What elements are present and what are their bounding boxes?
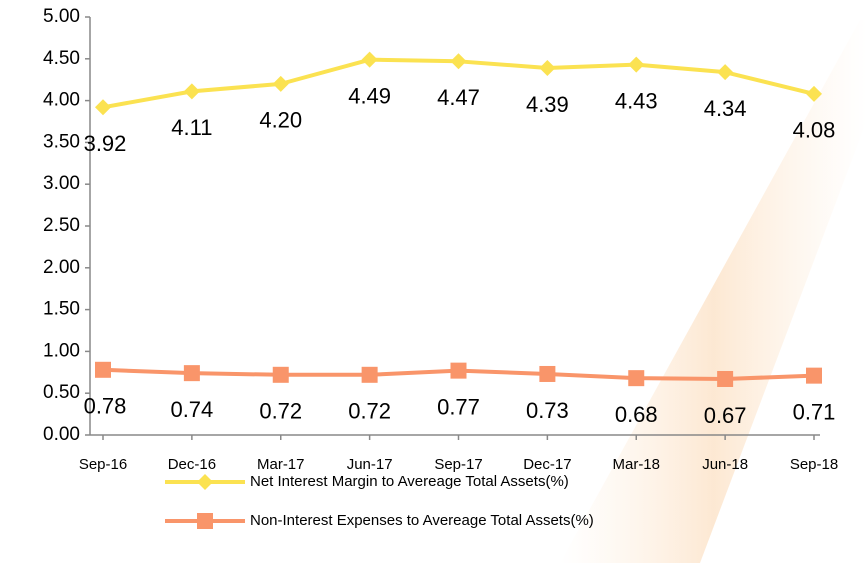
legend-label: Non-Interest Expenses to Avereage Total … (250, 512, 594, 529)
point (806, 85, 822, 102)
point (183, 83, 200, 100)
x-tick-label: Sep-16 (79, 456, 127, 473)
data-label: 0.77 (437, 394, 480, 419)
data-label: 0.78 (84, 394, 127, 419)
y-tick-label: 3.00 (43, 173, 80, 194)
x-tick-label: Jun-18 (702, 456, 748, 473)
data-label: 0.73 (526, 398, 569, 423)
x-tick-label: Sep-18 (790, 456, 838, 473)
y-tick-label: 2.00 (43, 257, 80, 278)
data-label: 0.72 (348, 399, 391, 424)
data-label: 4.08 (793, 118, 836, 143)
point (450, 53, 467, 70)
y-tick-label: 3.50 (43, 131, 80, 152)
point (361, 51, 378, 68)
data-label: 4.20 (259, 108, 302, 133)
point (628, 56, 645, 73)
point (95, 99, 111, 116)
data-label: 4.39 (526, 92, 569, 117)
data-label: 4.34 (704, 96, 747, 121)
point (806, 367, 822, 384)
x-tick-label: Sep-17 (434, 456, 482, 473)
x-tick-label: Mar-17 (257, 456, 305, 473)
x-tick-label: Dec-16 (168, 456, 216, 473)
data-label: 0.71 (793, 399, 836, 424)
data-label: 3.92 (84, 131, 127, 156)
x-tick-label: Mar-18 (612, 456, 660, 473)
data-label: 4.49 (348, 83, 391, 108)
point (539, 59, 556, 76)
data-label: 0.72 (259, 399, 302, 424)
point (272, 75, 289, 92)
y-tick-label: 4.00 (43, 90, 80, 111)
data-label: 0.67 (704, 403, 747, 428)
x-tick-label: Dec-17 (523, 456, 571, 473)
point (450, 362, 467, 379)
y-tick-label: 4.50 (43, 48, 80, 69)
point (628, 370, 645, 387)
legend-label: Net Interest Margin to Avereage Total As… (250, 473, 569, 490)
point (197, 474, 213, 490)
data-label: 4.47 (437, 85, 480, 110)
watermark (560, 20, 867, 563)
data-label: 0.68 (615, 402, 658, 427)
data-label: 4.11 (171, 115, 212, 140)
data-label: 4.43 (615, 88, 658, 113)
data-label: 0.74 (170, 397, 213, 422)
point (197, 513, 213, 529)
y-tick-label: 1.50 (43, 299, 80, 320)
point (95, 361, 111, 378)
y-tick-label: 0.50 (43, 382, 80, 403)
point (717, 64, 734, 81)
point (272, 366, 289, 383)
point (717, 370, 734, 387)
point (361, 366, 378, 383)
y-tick-label: 5.00 (43, 6, 80, 27)
point (183, 365, 200, 382)
x-tick-label: Jun-17 (347, 456, 393, 473)
point (539, 365, 556, 382)
y-tick-label: 1.00 (43, 340, 80, 361)
y-tick-label: 2.50 (43, 215, 80, 236)
y-tick-label: 0.00 (43, 424, 80, 445)
